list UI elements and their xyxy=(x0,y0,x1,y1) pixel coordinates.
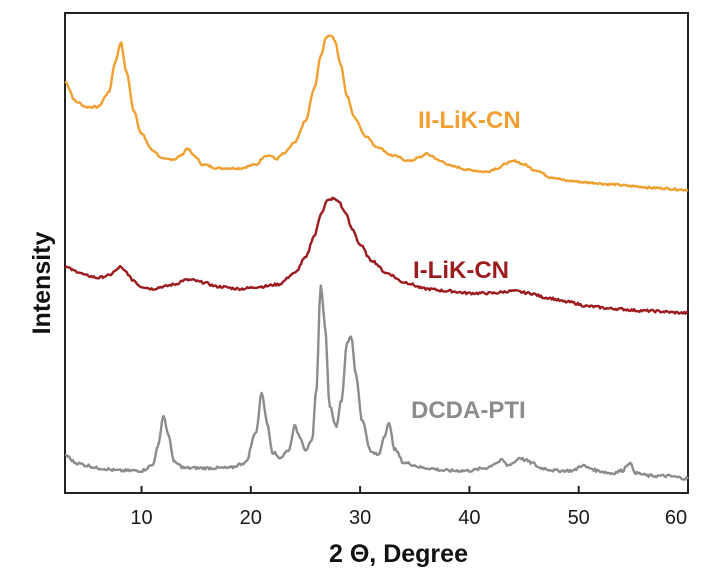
x-tick-label-40: 40 xyxy=(458,507,480,529)
series-label-ii-likcn: II-LiK-CN xyxy=(418,107,521,134)
x-tick-label-20: 20 xyxy=(240,507,262,529)
series-line-dcda-pti xyxy=(64,284,689,481)
series-layer xyxy=(64,34,689,481)
x-tick-label-50: 50 xyxy=(568,507,590,529)
plot-frame xyxy=(64,12,689,494)
x-tick-label-10: 10 xyxy=(130,507,152,529)
x-tick-label-30: 30 xyxy=(349,507,371,529)
series-label-i-likcn: I-LiK-CN xyxy=(413,257,509,284)
x-axis-title: 2 Θ, Degree xyxy=(329,540,468,568)
x-tick-label-60: 60 xyxy=(665,507,687,529)
series-labels: II-LiK-CN I-LiK-CN DCDA-PTI xyxy=(411,107,526,424)
series-line-i-likcn xyxy=(64,196,689,315)
y-axis-title: Intensity xyxy=(28,232,56,335)
series-label-dcda-pti: DCDA-PTI xyxy=(411,397,526,424)
series-line-ii-likcn xyxy=(64,34,689,192)
x-axis-ticks: 10 20 30 40 50 60 xyxy=(130,486,689,529)
